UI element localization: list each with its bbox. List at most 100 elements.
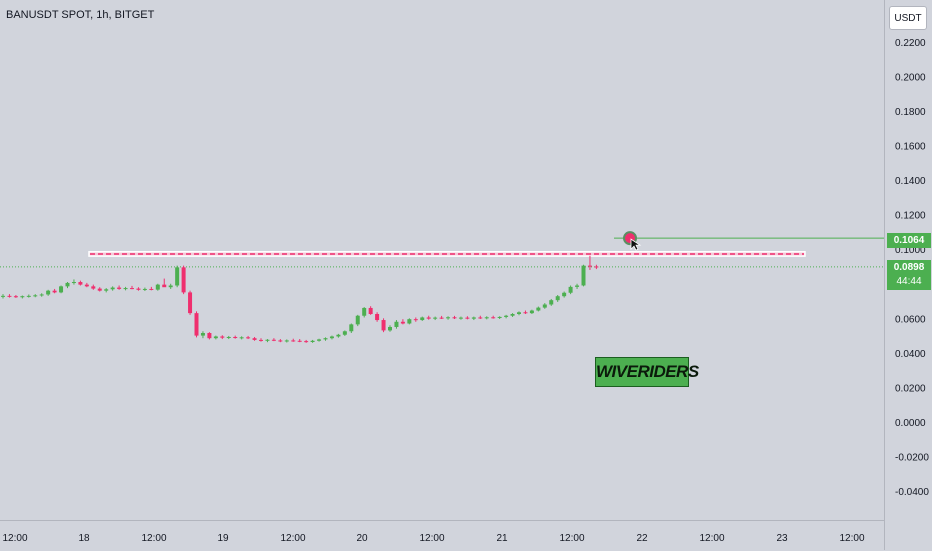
candle-body bbox=[7, 295, 12, 297]
time-tick-label: 22 bbox=[636, 533, 648, 544]
candle-countdown: 44:44 bbox=[896, 276, 922, 287]
candle-body bbox=[46, 290, 51, 295]
candle-body bbox=[310, 340, 315, 342]
candle-body bbox=[226, 336, 231, 338]
candle-body bbox=[71, 282, 76, 284]
price-tick-label: 0.2200 bbox=[895, 38, 926, 49]
candle-body bbox=[497, 316, 502, 318]
candle-body bbox=[194, 313, 199, 336]
candle-body bbox=[510, 314, 515, 316]
candle-body bbox=[323, 338, 328, 340]
candle-body bbox=[587, 265, 592, 267]
time-tick-label: 12:00 bbox=[2, 533, 27, 544]
candle-body bbox=[65, 282, 70, 287]
candle-body bbox=[213, 336, 218, 339]
candle-body bbox=[291, 340, 296, 342]
price-tick-label: 0.1800 bbox=[895, 107, 926, 118]
currency-unit-button[interactable]: USDT bbox=[889, 6, 927, 30]
time-tick-label: 12:00 bbox=[699, 533, 724, 544]
candle-body bbox=[394, 321, 399, 327]
plot-area[interactable] bbox=[0, 0, 884, 520]
candle-body bbox=[536, 307, 541, 311]
time-tick-label: 19 bbox=[217, 533, 229, 544]
price-tick-label: 0.1400 bbox=[895, 176, 926, 187]
candle-body bbox=[33, 295, 38, 297]
marker-price-label: 0.1064 bbox=[893, 235, 925, 246]
candle-body bbox=[504, 315, 509, 317]
candle-body bbox=[252, 338, 257, 340]
candle-body bbox=[304, 341, 309, 343]
candle-body bbox=[155, 284, 160, 290]
candle-body bbox=[20, 296, 25, 298]
candle-body bbox=[271, 339, 276, 341]
candle-body bbox=[39, 294, 44, 296]
price-tick-label: 0.0200 bbox=[895, 383, 926, 394]
candle-body bbox=[549, 300, 554, 305]
candle-body bbox=[439, 317, 444, 319]
candle-body bbox=[142, 288, 147, 290]
candle-body bbox=[555, 296, 560, 301]
candle-body bbox=[446, 317, 451, 319]
candle-body bbox=[452, 317, 457, 319]
candle-body bbox=[220, 336, 225, 338]
candle-body bbox=[478, 317, 483, 319]
candle-body bbox=[26, 295, 31, 297]
candle-body bbox=[336, 334, 341, 337]
time-tick-label: 18 bbox=[78, 533, 90, 544]
candle-body bbox=[342, 331, 347, 335]
candle-body bbox=[400, 321, 405, 324]
price-axis-ticks: 0.2200 0.2000 0.1800 0.1600 0.1400 0.1200 0.10… bbox=[895, 38, 929, 498]
candle-body bbox=[78, 282, 83, 285]
candle-body bbox=[433, 317, 438, 319]
candle-body bbox=[420, 317, 425, 321]
candle-body bbox=[259, 339, 263, 341]
price-tick-label: 0.0400 bbox=[895, 349, 926, 360]
candle-body bbox=[426, 317, 431, 319]
candle-body bbox=[265, 339, 270, 341]
candle-body bbox=[517, 312, 521, 314]
time-tick-label: 12:00 bbox=[419, 533, 444, 544]
candle-body bbox=[123, 288, 128, 290]
candle-body bbox=[484, 317, 489, 319]
time-axis[interactable]: 12:00 18 12:00 19 12:00 20 12:00 21 12:00 22 12:00… bbox=[0, 520, 884, 550]
candle-body bbox=[246, 337, 251, 339]
candle-body bbox=[13, 296, 18, 298]
price-tick-label: -0.0200 bbox=[895, 453, 929, 464]
price-tick-label: 0.2000 bbox=[895, 72, 926, 83]
candle-body bbox=[284, 340, 289, 342]
candle-body bbox=[529, 310, 534, 314]
candle-body bbox=[388, 326, 392, 331]
candle-body bbox=[594, 266, 599, 268]
candle-body bbox=[523, 312, 528, 314]
candle-body bbox=[1, 295, 5, 297]
candle-body bbox=[407, 319, 412, 324]
marker-price-badge: 0.1064 bbox=[887, 233, 931, 248]
candle-body bbox=[581, 265, 586, 286]
candle-body bbox=[562, 292, 567, 297]
candle-body bbox=[188, 292, 193, 314]
candle-body bbox=[207, 333, 212, 339]
candle-body bbox=[568, 286, 573, 293]
symbol-title[interactable]: BANUSDT SPOT, 1h, BITGET bbox=[6, 9, 155, 21]
time-tick-label: 21 bbox=[496, 533, 508, 544]
candle-body bbox=[117, 287, 122, 289]
price-tick-label: 0.1200 bbox=[895, 211, 926, 222]
candle-body bbox=[471, 317, 476, 319]
candle-body bbox=[329, 336, 334, 339]
candle-body bbox=[458, 317, 463, 319]
cursor-arrow-icon bbox=[630, 238, 642, 251]
candle-body bbox=[297, 340, 302, 342]
candle-body bbox=[175, 267, 180, 286]
candle-body bbox=[278, 340, 283, 342]
candle-body bbox=[136, 288, 141, 290]
current-price-badge: 0.0898 44:44 bbox=[887, 260, 931, 290]
candle-body bbox=[317, 339, 322, 341]
candle-body bbox=[162, 284, 167, 288]
candle-body bbox=[362, 307, 367, 316]
time-axis-ticks: 12:00 18 12:00 19 12:00 20 12:00 21 12:00 22 12:00… bbox=[2, 533, 864, 544]
current-price-label: 0.0898 bbox=[893, 262, 925, 273]
candle-body bbox=[355, 315, 360, 325]
time-tick-label: 12:00 bbox=[141, 533, 166, 544]
time-tick-label: 12:00 bbox=[839, 533, 864, 544]
